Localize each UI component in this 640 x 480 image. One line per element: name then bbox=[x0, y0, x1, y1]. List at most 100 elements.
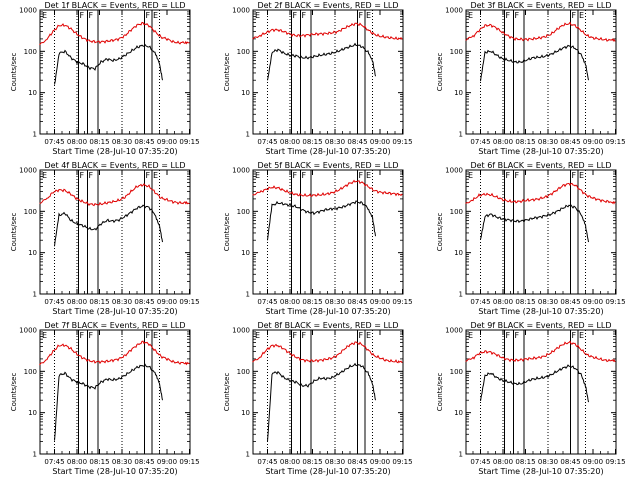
y-tick-label: 1000 bbox=[19, 7, 37, 15]
x-tick-label: 09:15 bbox=[392, 458, 412, 466]
x-tick-label: 08:00 bbox=[67, 298, 87, 306]
lld-line bbox=[39, 183, 190, 207]
detector-panel: Det 4f BLACK = Events, RED = LLD 1 10 100 10… bbox=[10, 161, 200, 316]
detector-panel: Det 3f BLACK = Events, RED = LLD 1 10 100 10… bbox=[436, 1, 626, 156]
flag-label: F bbox=[293, 171, 298, 180]
panel-title: Det 7f BLACK = Events, RED = LLD bbox=[44, 321, 185, 330]
detector-panel: Det 9f BLACK = Events, RED = LLD 1 10 100 10… bbox=[436, 321, 626, 476]
events-line bbox=[267, 200, 376, 241]
x-tick-label: 07:45 bbox=[257, 458, 277, 466]
y-tick-label: 100 bbox=[450, 208, 463, 216]
x-tick-label: 08:30 bbox=[538, 458, 558, 466]
x-tick-label: 09:00 bbox=[370, 298, 390, 306]
flag-label: E bbox=[42, 11, 47, 20]
y-tick-label: 1 bbox=[459, 451, 463, 459]
y-tick-label: 100 bbox=[237, 368, 250, 376]
flag-label: E bbox=[153, 171, 158, 180]
detector-panel: Det 1f BLACK = Events, RED = LLD 1 10 100 10… bbox=[10, 1, 200, 156]
x-tick-label: 07:45 bbox=[257, 138, 277, 146]
lld-line bbox=[252, 179, 403, 197]
x-tick-label: 08:00 bbox=[493, 298, 513, 306]
flag-label: E bbox=[579, 331, 584, 340]
flag-label: F bbox=[302, 11, 307, 20]
x-tick-label: 08:15 bbox=[302, 458, 322, 466]
x-tick-label: 08:15 bbox=[89, 458, 109, 466]
x-tick-label: 08:30 bbox=[538, 138, 558, 146]
flag-label: F bbox=[89, 171, 94, 180]
flag-label: E bbox=[153, 11, 158, 20]
x-tick-label: 09:15 bbox=[605, 458, 625, 466]
x-tick-label: 07:45 bbox=[44, 458, 64, 466]
y-axis-label: Counts/sec bbox=[436, 53, 444, 92]
x-tick-label: 09:15 bbox=[605, 138, 625, 146]
lld-line bbox=[252, 341, 403, 364]
flag-label: E bbox=[468, 171, 473, 180]
x-axis-label: Start Time (28-Jul-10 07:35:20) bbox=[478, 147, 603, 156]
x-axis-label: Start Time (28-Jul-10 07:35:20) bbox=[52, 467, 177, 476]
events-line bbox=[54, 204, 163, 247]
flag-label: E bbox=[366, 11, 371, 20]
detector-panel: Det 8f BLACK = Events, RED = LLD 1 10 100 10… bbox=[223, 321, 413, 476]
x-tick-label: 08:00 bbox=[67, 458, 87, 466]
flag-label: F bbox=[515, 11, 520, 20]
y-tick-label: 100 bbox=[450, 368, 463, 376]
flag-label: E bbox=[255, 331, 260, 340]
y-tick-label: 100 bbox=[24, 208, 37, 216]
x-tick-label: 08:45 bbox=[134, 138, 154, 146]
x-tick-label: 07:45 bbox=[44, 298, 64, 306]
flag-label: E bbox=[366, 171, 371, 180]
plot-frame bbox=[465, 9, 617, 135]
panel-title: Det 6f BLACK = Events, RED = LLD bbox=[470, 161, 611, 170]
y-axis-label: Counts/sec bbox=[10, 213, 18, 252]
plot-frame bbox=[252, 9, 404, 135]
y-tick-label: 10 bbox=[241, 249, 250, 257]
plot-frame bbox=[39, 169, 191, 295]
x-tick-label: 09:15 bbox=[392, 138, 412, 146]
x-tick-label: 09:00 bbox=[583, 458, 603, 466]
x-tick-label: 07:45 bbox=[470, 138, 490, 146]
plot-frame bbox=[465, 169, 617, 295]
y-axis-label: Counts/sec bbox=[223, 213, 231, 252]
y-tick-label: 10 bbox=[28, 409, 37, 417]
y-tick-label: 1 bbox=[246, 131, 250, 139]
x-tick-label: 08:00 bbox=[493, 458, 513, 466]
x-tick-label: 08:00 bbox=[280, 458, 300, 466]
plot-frame bbox=[252, 329, 404, 455]
y-tick-label: 10 bbox=[28, 89, 37, 97]
y-axis-label: Counts/sec bbox=[436, 213, 444, 252]
flag-label: E bbox=[42, 331, 47, 340]
panel-title: Det 3f BLACK = Events, RED = LLD bbox=[470, 1, 611, 10]
x-tick-label: 09:00 bbox=[583, 138, 603, 146]
y-tick-label: 1000 bbox=[445, 167, 463, 175]
y-tick-label: 10 bbox=[28, 249, 37, 257]
x-tick-label: 09:00 bbox=[157, 138, 177, 146]
y-tick-label: 10 bbox=[241, 409, 250, 417]
plot-frame bbox=[465, 329, 617, 455]
y-tick-label: 1 bbox=[459, 131, 463, 139]
flag-label: E bbox=[468, 11, 473, 20]
x-tick-label: 07:45 bbox=[470, 458, 490, 466]
x-tick-label: 07:45 bbox=[44, 138, 64, 146]
flag-label: F bbox=[359, 171, 364, 180]
y-tick-label: 1 bbox=[246, 451, 250, 459]
flag-label: F bbox=[572, 171, 577, 180]
x-tick-label: 09:15 bbox=[179, 458, 199, 466]
y-tick-label: 1 bbox=[33, 291, 37, 299]
y-tick-label: 1 bbox=[459, 291, 463, 299]
y-tick-label: 100 bbox=[237, 48, 250, 56]
x-tick-label: 08:30 bbox=[112, 138, 132, 146]
flag-label: F bbox=[146, 11, 151, 20]
flag-label: E bbox=[42, 171, 47, 180]
flag-label: E bbox=[255, 171, 260, 180]
panel-title: Det 9f BLACK = Events, RED = LLD bbox=[470, 321, 611, 330]
x-axis-label: Start Time (28-Jul-10 07:35:20) bbox=[265, 147, 390, 156]
lld-line bbox=[252, 22, 403, 41]
x-tick-label: 08:00 bbox=[493, 138, 513, 146]
y-tick-label: 100 bbox=[24, 368, 37, 376]
y-tick-label: 100 bbox=[237, 208, 250, 216]
x-tick-label: 09:15 bbox=[605, 298, 625, 306]
flag-label: F bbox=[302, 331, 307, 340]
panel-title: Det 8f BLACK = Events, RED = LLD bbox=[257, 321, 398, 330]
plot-frame bbox=[39, 9, 191, 135]
